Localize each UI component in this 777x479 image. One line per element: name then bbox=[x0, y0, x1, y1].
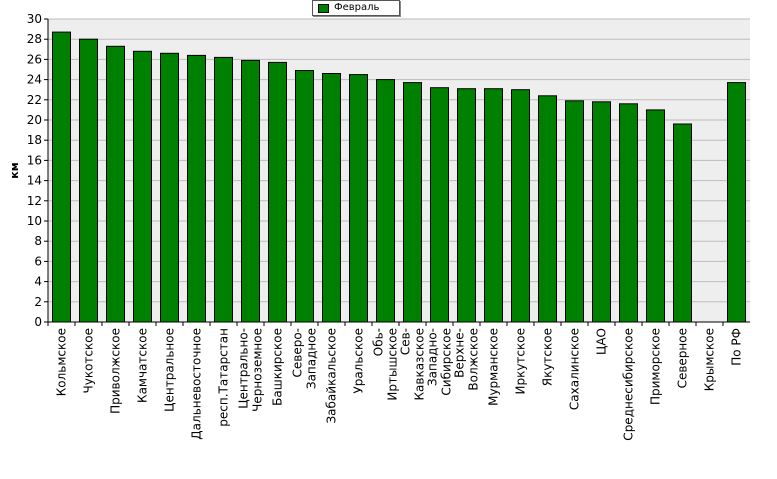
bar bbox=[106, 45, 125, 323]
bar bbox=[673, 123, 692, 323]
x-category-label: Якутское bbox=[541, 328, 555, 386]
y-tick-label: 18 bbox=[27, 133, 42, 147]
x-category-label: Чукотское bbox=[82, 328, 96, 393]
bar bbox=[241, 59, 260, 323]
x-category-label: Иркутское bbox=[514, 328, 528, 395]
bar bbox=[538, 95, 557, 323]
y-tick-label: 24 bbox=[27, 73, 42, 87]
x-category-label: Мурманское bbox=[487, 328, 501, 406]
y-tick-label: 4 bbox=[34, 275, 42, 289]
x-category-label: Башкирское bbox=[271, 328, 285, 406]
bar bbox=[133, 50, 152, 323]
y-tick-label: 20 bbox=[27, 113, 42, 127]
bar bbox=[268, 61, 287, 323]
y-tick-label: 28 bbox=[27, 32, 42, 46]
bar bbox=[187, 54, 206, 323]
bar bbox=[160, 52, 179, 323]
bar bbox=[295, 70, 314, 323]
x-category-label: Обь-Иртышское bbox=[372, 328, 400, 401]
x-category-label: ЦАО bbox=[595, 328, 609, 355]
x-category-label: респ.Татарстан bbox=[217, 328, 231, 427]
bar bbox=[52, 31, 71, 323]
y-tick-label: 12 bbox=[27, 194, 42, 208]
bar bbox=[511, 89, 530, 323]
bar bbox=[484, 88, 503, 323]
y-tick-label: 26 bbox=[27, 52, 42, 66]
bar bbox=[79, 38, 98, 323]
legend: Февраль bbox=[312, 0, 400, 16]
x-category-label: Приморское bbox=[649, 328, 663, 405]
x-category-label: Сев-Кавказское bbox=[399, 328, 427, 401]
bar bbox=[430, 87, 449, 323]
bar bbox=[349, 74, 368, 323]
x-category-label: Уральское bbox=[352, 328, 366, 394]
y-tick-label: 30 bbox=[27, 12, 42, 26]
bar bbox=[727, 82, 746, 323]
bar bbox=[214, 56, 233, 323]
y-axis-title: км bbox=[8, 162, 21, 178]
x-category-label: Западно-Сибирское bbox=[426, 328, 454, 396]
x-category-label: Среднесибирское bbox=[622, 328, 636, 441]
x-category-labels: Кольмское Чукотское Приволжское Камчатское Ц… bbox=[47, 322, 744, 441]
x-category-label: Приволжское bbox=[109, 328, 123, 414]
y-tick-label: 22 bbox=[27, 93, 42, 107]
x-category-label: Забайкальское bbox=[325, 328, 339, 424]
bar bbox=[322, 73, 341, 323]
y-tick-label: 0 bbox=[34, 315, 42, 329]
y-tick-label: 6 bbox=[34, 254, 42, 268]
bars bbox=[52, 31, 746, 323]
x-category-label: Северо-Западное bbox=[291, 328, 319, 389]
bar bbox=[619, 103, 638, 323]
bar bbox=[403, 82, 422, 323]
plot-area bbox=[48, 19, 750, 322]
bar bbox=[457, 88, 476, 323]
x-category-label: Крымское bbox=[703, 328, 717, 391]
y-tick-label: 10 bbox=[27, 214, 42, 228]
bar bbox=[646, 109, 665, 323]
x-category-label: Сахалинское bbox=[568, 328, 582, 410]
x-category-label: Северное bbox=[676, 328, 690, 388]
x-category-label: Верхне-Волжское bbox=[453, 328, 481, 391]
x-category-label: Кольмское bbox=[55, 328, 69, 396]
legend-swatch bbox=[318, 3, 329, 13]
x-category-label: Дальневосточное bbox=[190, 328, 204, 440]
bar bbox=[592, 101, 611, 323]
x-category-label: Камчатское bbox=[136, 328, 150, 403]
y-tick-label: 16 bbox=[27, 153, 42, 167]
legend-label: Февраль bbox=[334, 2, 380, 13]
y-tick-label: 8 bbox=[34, 234, 42, 248]
x-category-label: Центрально-Черноземное bbox=[237, 328, 265, 412]
bar bbox=[376, 79, 395, 323]
bar bbox=[565, 100, 584, 323]
x-category-label: Центральное bbox=[163, 328, 177, 412]
y-tick-label: 14 bbox=[27, 174, 42, 188]
x-category-label: По РФ bbox=[730, 328, 744, 366]
y-tick-label: 2 bbox=[34, 295, 42, 309]
